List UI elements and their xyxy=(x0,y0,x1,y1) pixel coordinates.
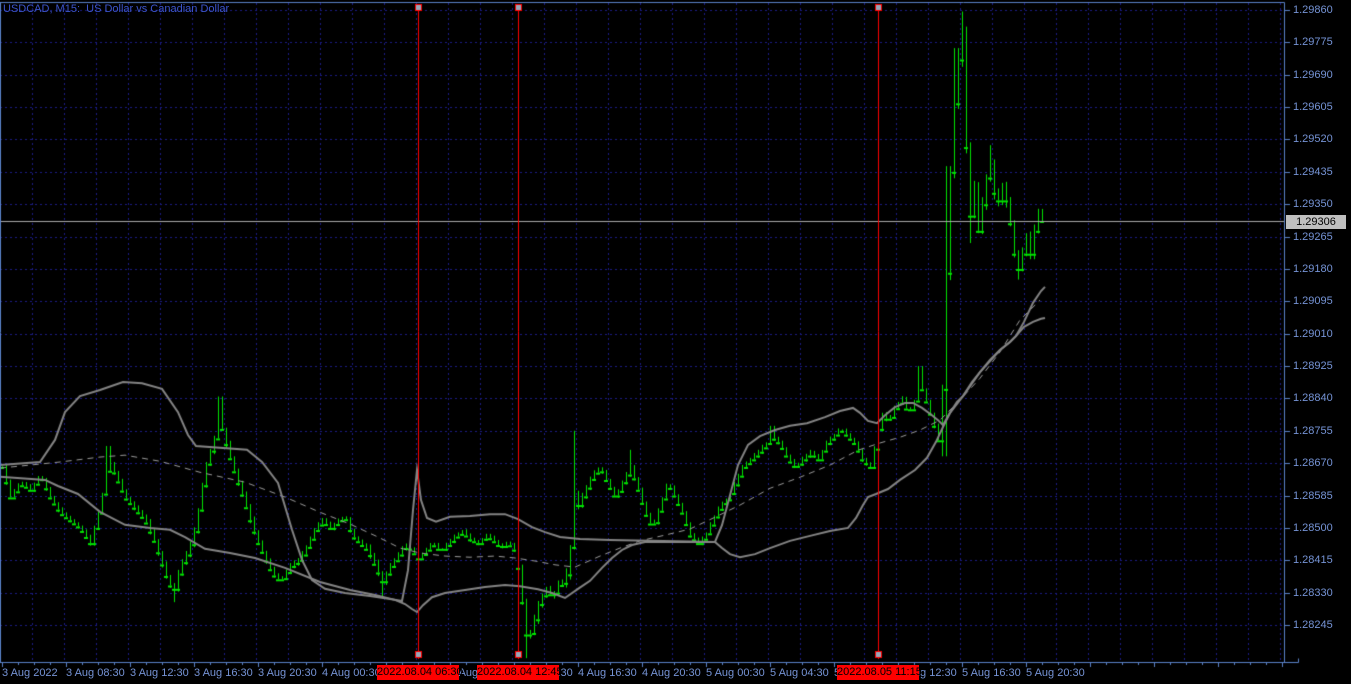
price-axis-label: 1.28585 xyxy=(1293,490,1333,502)
price-axis-label: 1.28840 xyxy=(1293,392,1333,404)
price-axis-label: 1.29350 xyxy=(1293,198,1333,210)
price-axis-label: 1.29520 xyxy=(1293,133,1333,145)
price-axis-label: 1.28415 xyxy=(1293,554,1333,566)
price-axis-label: 1.28670 xyxy=(1293,457,1333,469)
price-axis-label: 1.28755 xyxy=(1293,425,1333,437)
event-time-label: 2022.08.05 11:15 xyxy=(837,665,922,680)
price-axis-label: 1.29775 xyxy=(1293,36,1333,48)
price-axis-label: 1.29435 xyxy=(1293,166,1333,178)
current-price-badge: 1.29306 xyxy=(1286,215,1346,229)
price-axis-label: 1.29265 xyxy=(1293,231,1333,243)
event-time-label: 2022.08.04 12:45 xyxy=(477,665,563,680)
price-axis-label: 1.29605 xyxy=(1293,101,1333,113)
price-axis-label: 1.29095 xyxy=(1293,295,1333,307)
price-axis-label: 1.29690 xyxy=(1293,69,1333,81)
time-axis-label: 5 Aug 00:30 xyxy=(706,667,765,679)
time-axis-label: 4 Aug 20:30 xyxy=(642,667,701,679)
price-axis-label: 1.29860 xyxy=(1293,4,1333,16)
event-time-label: 2022.08.04 06:30 xyxy=(377,665,463,680)
time-axis-label: 4 Aug 00:30 xyxy=(322,667,381,679)
price-axis-label: 1.29010 xyxy=(1293,328,1333,340)
time-axis-label: 5 Aug 20:30 xyxy=(1026,667,1085,679)
price-axis-label: 1.29180 xyxy=(1293,263,1333,275)
time-axis-label: 3 Aug 20:30 xyxy=(258,667,317,679)
time-axis-label: 3 Aug 2022 xyxy=(2,667,58,679)
time-axis-label: 3 Aug 08:30 xyxy=(66,667,125,679)
time-axis-label: 3 Aug 16:30 xyxy=(194,667,253,679)
time-axis-label: 4 Aug 16:30 xyxy=(578,667,637,679)
time-axis-label: 5 Aug 04:30 xyxy=(770,667,829,679)
time-axis-label: 5 Aug 16:30 xyxy=(962,667,1021,679)
price-axis-label: 1.28330 xyxy=(1293,587,1333,599)
time-axis-label: 3 Aug 12:30 xyxy=(130,667,189,679)
price-axis-label: 1.28245 xyxy=(1293,619,1333,631)
chart-symbol-title: USDCAD, M15: US Dollar vs Canadian Dolla… xyxy=(3,3,230,15)
price-axis-label: 1.28925 xyxy=(1293,360,1333,372)
price-axis-label: 1.28500 xyxy=(1293,522,1333,534)
